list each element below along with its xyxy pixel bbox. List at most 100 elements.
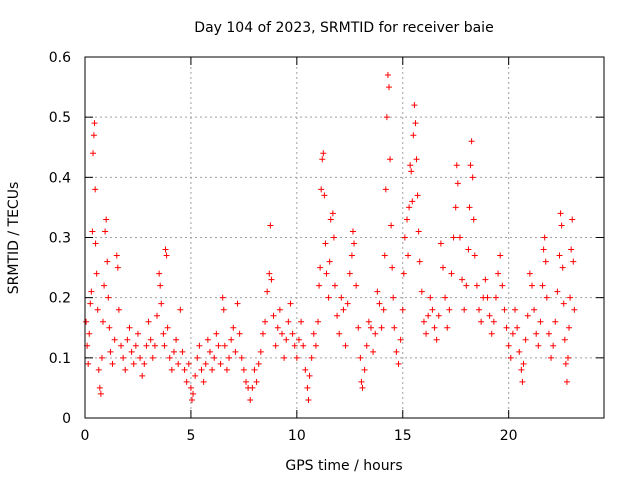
data-point <box>238 354 245 361</box>
data-point <box>232 348 239 355</box>
data-point <box>518 366 525 373</box>
data-point <box>92 186 99 193</box>
data-point <box>100 318 107 325</box>
data-point <box>149 354 156 361</box>
data-point <box>411 102 418 109</box>
data-point <box>499 282 506 289</box>
data-point <box>300 342 307 349</box>
x-tick-label: 0 <box>81 428 90 444</box>
data-point <box>490 318 497 325</box>
data-points <box>83 72 578 403</box>
data-point <box>151 342 158 349</box>
data-point <box>139 372 146 379</box>
data-point <box>305 396 312 403</box>
data-point <box>143 342 150 349</box>
data-point <box>383 114 390 121</box>
data-point <box>185 360 192 367</box>
data-point <box>539 282 546 289</box>
data-point <box>381 252 388 259</box>
data-point <box>179 348 186 355</box>
data-point <box>531 306 538 313</box>
data-point <box>336 330 343 337</box>
data-point <box>358 378 365 385</box>
data-point <box>429 306 436 313</box>
data-point <box>295 336 302 343</box>
data-point <box>537 318 544 325</box>
data-point <box>416 258 423 265</box>
data-point <box>401 234 408 241</box>
data-point <box>101 282 108 289</box>
data-point <box>378 324 385 331</box>
data-point <box>353 282 360 289</box>
data-point <box>242 378 249 385</box>
data-point <box>516 348 523 355</box>
data-point <box>571 306 578 313</box>
data-point <box>406 204 413 211</box>
data-point <box>302 366 309 373</box>
data-point <box>132 342 139 349</box>
data-point <box>463 282 470 289</box>
data-point <box>83 318 90 325</box>
data-point <box>399 306 406 313</box>
data-point <box>363 342 370 349</box>
y-axis-label: SRMTID / TECUs <box>6 182 22 295</box>
data-point <box>340 306 347 313</box>
data-point <box>446 306 453 313</box>
data-point <box>102 228 109 235</box>
data-point <box>323 270 330 277</box>
data-point <box>395 360 402 367</box>
data-point <box>173 336 180 343</box>
data-point <box>374 288 381 295</box>
data-point <box>412 120 419 127</box>
data-point <box>410 132 417 139</box>
data-point <box>533 330 540 337</box>
data-point <box>331 282 338 289</box>
data-point <box>563 378 570 385</box>
data-point <box>568 246 575 253</box>
data-point <box>349 228 356 235</box>
data-point <box>437 240 444 247</box>
data-point <box>272 342 279 349</box>
data-point <box>545 330 552 337</box>
data-point <box>473 282 480 289</box>
data-point <box>264 288 271 295</box>
data-point <box>397 336 404 343</box>
data-point <box>255 360 262 367</box>
data-point <box>147 336 154 343</box>
data-point <box>562 360 569 367</box>
data-point <box>552 318 559 325</box>
data-point <box>393 348 400 355</box>
data-point <box>293 354 300 361</box>
data-point <box>194 354 201 361</box>
data-point <box>257 348 264 355</box>
data-point <box>435 312 442 319</box>
y-tick-label: 0.5 <box>49 110 71 126</box>
data-point <box>450 234 457 241</box>
data-point <box>154 312 161 319</box>
x-tick-label: 20 <box>500 428 518 444</box>
data-point <box>507 354 514 361</box>
data-point <box>322 240 329 247</box>
data-point <box>351 240 358 247</box>
data-point <box>390 294 397 301</box>
data-point <box>310 330 317 337</box>
data-point <box>367 324 374 331</box>
data-point <box>556 252 563 259</box>
data-point <box>206 348 213 355</box>
data-point <box>85 360 92 367</box>
data-point <box>251 366 258 373</box>
data-point <box>115 306 122 313</box>
data-point <box>217 360 224 367</box>
data-point <box>276 306 283 313</box>
data-point <box>495 270 502 277</box>
data-point <box>236 330 243 337</box>
data-point <box>162 246 169 253</box>
data-point <box>220 306 227 313</box>
data-point <box>204 336 211 343</box>
data-point <box>541 234 548 241</box>
data-point <box>524 312 531 319</box>
data-point <box>109 360 116 367</box>
data-point <box>338 294 345 301</box>
data-point <box>564 354 571 361</box>
